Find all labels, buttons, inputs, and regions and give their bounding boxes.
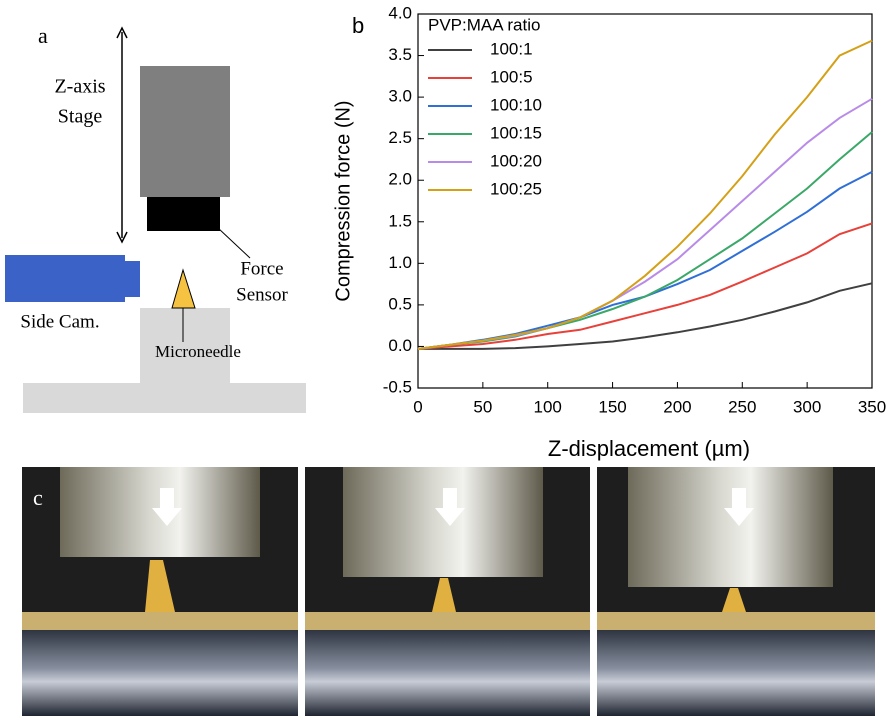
plot-frame (417, 13, 873, 389)
legend-title: PVP:MAA ratio (428, 15, 540, 34)
arrow-head (116, 26, 128, 244)
label: Z-axis (54, 76, 105, 98)
photo (597, 467, 875, 716)
y-tick-label: 3.5 (388, 45, 412, 64)
label: Force (240, 258, 283, 279)
x-tick-label: 50 (473, 397, 492, 416)
x-tick-label: 300 (793, 397, 821, 416)
base (23, 383, 306, 413)
series-line (417, 171, 873, 350)
diagram: a Z-axis Stage Force Sensor Side Cam. Mi… (5, 23, 306, 413)
x-tick-label: 250 (728, 397, 756, 416)
label: Sensor (236, 284, 288, 305)
x-tick-label: 200 (663, 397, 691, 416)
panel-label: a (38, 23, 48, 48)
needle (171, 268, 196, 309)
y-axis-title: Compression force (N) (332, 100, 354, 301)
series-line (417, 39, 873, 350)
photo (305, 467, 590, 716)
y-tick-label: 1.5 (388, 211, 412, 230)
x-tick-label: 150 (598, 397, 626, 416)
legend-label: 100:10 (490, 95, 542, 114)
stage (140, 66, 230, 197)
series-line (417, 222, 873, 350)
arrows (152, 488, 754, 526)
x-tick-label: 100 (534, 397, 562, 416)
pillar (140, 308, 230, 388)
photos: c (22, 467, 875, 716)
sensor (147, 197, 220, 231)
legend-label: 100:1 (490, 39, 533, 58)
series-line (417, 97, 873, 350)
x-tick-label: 350 (858, 397, 886, 416)
x-tick-label: 0 (413, 397, 422, 416)
chart: b 0 50 100 150 200 250 300 350 -0.5 0.0 0.5 1.0 1.5 2… (332, 3, 886, 460)
y-tick-label: -0.5 (383, 377, 412, 396)
camera-lens (124, 261, 140, 297)
y-tick-label: 4.0 (388, 3, 412, 22)
y-tick-label: 2.5 (388, 128, 412, 147)
camera (5, 255, 125, 302)
legend-label: 100:25 (490, 179, 542, 198)
label: Stage (58, 106, 103, 128)
label: Microneedle (155, 342, 241, 361)
x-axis-title: Z-displacement (µm) (548, 436, 750, 461)
legend-label: 100:5 (490, 67, 533, 86)
photo (22, 467, 298, 716)
panel-label: c (33, 485, 43, 510)
panel-label: b (352, 13, 364, 38)
leader (217, 227, 251, 259)
y-tick-label: 0.0 (388, 336, 412, 355)
label: Side Cam. (20, 311, 99, 332)
series-line (417, 131, 873, 350)
y-tick-label: 2.0 (388, 170, 412, 189)
y-tick-label: 1.0 (388, 253, 412, 272)
y-tick-label: 0.5 (388, 294, 412, 313)
legend-label: 100:20 (490, 151, 542, 170)
series-line (418, 282, 873, 350)
legend-label: 100:15 (490, 123, 542, 142)
y-tick-label: 3.0 (388, 87, 412, 106)
